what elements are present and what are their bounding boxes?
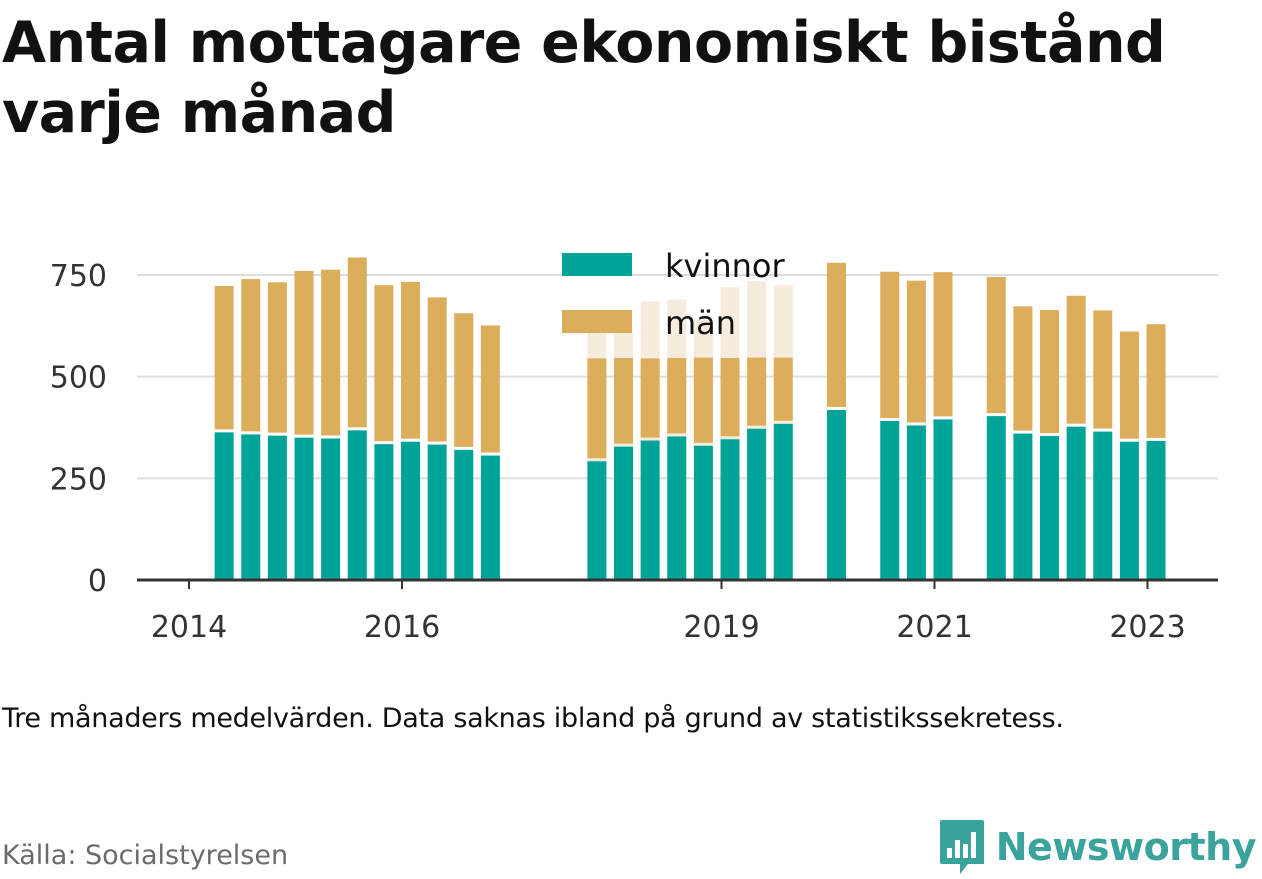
bar-man: [747, 357, 767, 426]
bar-man: [347, 257, 367, 428]
x-tick-label: 2019: [683, 610, 759, 645]
bar-man: [294, 270, 314, 435]
bar-kvinnor: [906, 425, 926, 580]
bar-man: [880, 271, 900, 418]
bar-man: [933, 272, 953, 417]
bar-man: [214, 285, 234, 430]
bar-kvinnor: [1013, 433, 1033, 580]
bar-man: [1146, 324, 1166, 438]
bar-man: [667, 357, 687, 434]
x-tick-label: 2021: [896, 610, 972, 645]
bar-man: [427, 297, 447, 442]
bar-man: [454, 313, 474, 447]
bar-kvinnor: [294, 437, 314, 580]
chart-title: Antal mottagare ekonomiskt bistånd varje…: [2, 10, 1166, 146]
bar-kvinnor: [667, 436, 687, 580]
bar-kvinnor: [480, 455, 500, 580]
y-tick-label: 500: [50, 361, 107, 396]
bar-man: [773, 357, 793, 421]
bar-kvinnor: [321, 438, 341, 580]
bar-kvinnor: [640, 440, 660, 580]
bar-kvinnor: [720, 439, 740, 580]
bar-kvinnor: [1146, 440, 1166, 580]
bar-kvinnor: [773, 423, 793, 580]
bar-man: [986, 277, 1006, 414]
bar-kvinnor: [880, 420, 900, 580]
brand[interactable]: Newsworthy: [938, 818, 1257, 876]
bar-man: [1013, 306, 1033, 431]
bar-man: [1093, 310, 1113, 429]
bar-kvinnor: [1119, 441, 1139, 580]
bar-kvinnor: [214, 432, 234, 580]
bar-man: [374, 285, 394, 442]
legend-label: män: [665, 304, 736, 342]
legend-swatch: [562, 253, 632, 276]
bar-man: [1066, 295, 1086, 424]
legend-swatch: [562, 310, 632, 333]
bar-man: [693, 357, 713, 443]
newsworthy-logo-icon: [939, 820, 984, 874]
source-text: Källa: Socialstyrelsen: [2, 840, 289, 871]
bar-man: [401, 281, 421, 439]
bar-man: [241, 279, 261, 432]
y-tick-label: 0: [88, 564, 107, 599]
chart-note: Tre månaders medelvärden. Data saknas ib…: [2, 703, 1064, 734]
bar-man: [480, 325, 500, 453]
bar-kvinnor: [587, 461, 607, 580]
bar-kvinnor: [347, 430, 367, 580]
bar-man: [614, 357, 634, 444]
bar-man: [587, 358, 607, 459]
bars: [214, 257, 1166, 580]
x-axis: 2014 2016 2019 2021 2023: [137, 578, 1218, 645]
bar-kvinnor: [747, 428, 767, 580]
bar-man: [321, 269, 341, 436]
bar-kvinnor: [1093, 431, 1113, 580]
x-tick-label: 2016: [364, 610, 440, 645]
bar-man: [267, 282, 287, 433]
legend-label: kvinnor: [665, 247, 786, 285]
y-axis: 0 250 500 750: [50, 259, 107, 599]
bar-kvinnor: [1040, 436, 1060, 580]
bar-man: [827, 262, 847, 408]
brand-name: Newsworthy: [995, 825, 1257, 869]
y-tick-label: 750: [50, 259, 107, 294]
bar-kvinnor: [267, 435, 287, 580]
bar-kvinnor: [427, 444, 447, 580]
bar-man: [720, 357, 740, 437]
bar-kvinnor: [693, 445, 713, 580]
x-tick-label: 2014: [151, 610, 227, 645]
y-tick-label: 250: [50, 462, 107, 497]
bar-kvinnor: [933, 419, 953, 580]
bar-man: [906, 280, 926, 423]
bar-man: [1040, 309, 1060, 434]
bar-kvinnor: [374, 444, 394, 580]
bar-kvinnor: [241, 434, 261, 580]
bar-kvinnor: [986, 416, 1006, 580]
x-tick-label: 2023: [1109, 610, 1185, 645]
bar-kvinnor: [454, 449, 474, 580]
bar-man: [1119, 331, 1139, 439]
bar-kvinnor: [827, 410, 847, 580]
legend: kvinnor män: [562, 247, 786, 342]
bar-kvinnor: [1066, 426, 1086, 580]
bar-man: [640, 358, 660, 438]
bar-kvinnor: [614, 446, 634, 580]
bar-kvinnor: [401, 441, 421, 580]
